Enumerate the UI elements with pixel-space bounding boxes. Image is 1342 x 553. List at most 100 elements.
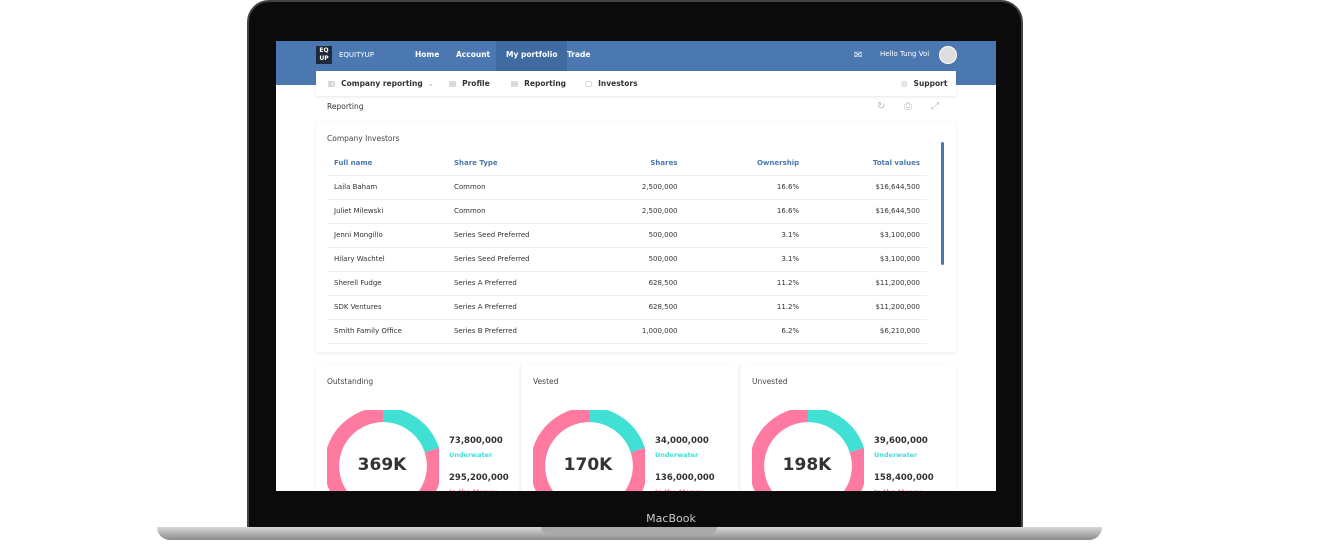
underwater-label: Underwater [655, 451, 699, 459]
logo[interactable]: EQ UP [316, 46, 332, 64]
col-shares[interactable]: Shares [590, 151, 685, 176]
brand-name: EQUITYUP [339, 51, 375, 59]
investors-table: Full name Share Type Shares Ownership To… [327, 151, 927, 344]
table-row[interactable]: Laila Baham Common 2,500,000 16.6% $16,644,5… [327, 175, 927, 200]
app-screen: EQ UP EQUITYUP Home Account My portfolio … [276, 41, 996, 491]
nav-trade[interactable]: Trade [567, 50, 591, 59]
wallet-icon: ▢ [585, 79, 593, 88]
cell-shares: 628,500 [590, 271, 685, 296]
expand-icon[interactable]: ⤢ [931, 101, 939, 112]
cell-ownership: 6.2% [684, 319, 807, 344]
donut-total: 369K [357, 455, 407, 475]
segment-in-the-money[interactable] [752, 410, 864, 491]
donut-title: Unvested [752, 377, 788, 386]
cell-total-value: $16,644,500 [806, 175, 927, 200]
user-greeting[interactable]: Hello Tung Voi [880, 50, 930, 58]
cell-ownership: 3.1% [684, 247, 807, 272]
support-link[interactable]: ◎ Support [901, 79, 948, 88]
segment-underwater[interactable] [382, 410, 439, 453]
cell-share-type: Series A Preferred [446, 295, 591, 320]
donut-card-outstanding: Outstanding 369K 73,800,000 Underwater 2… [316, 364, 519, 491]
table-row[interactable]: Smith Family Office Series B Preferred 1,0… [327, 319, 927, 344]
cell-ownership: 11.2% [684, 295, 807, 320]
underwater-label: Underwater [874, 451, 918, 459]
donut-chart [752, 410, 864, 491]
cell-ownership: 11.2% [684, 271, 807, 296]
cell-ownership: 16.6% [684, 199, 807, 224]
avatar[interactable] [939, 46, 957, 64]
company-investors-card: Company Investors Full name Share Type S… [316, 123, 956, 352]
donut-chart [327, 410, 439, 491]
cell-full-name: SDK Ventures [327, 295, 447, 320]
profile-icon: ▤ [449, 79, 457, 88]
col-ownership[interactable]: Ownership [684, 151, 807, 176]
cell-shares: 628,500 [590, 295, 685, 320]
scrollbar[interactable] [941, 142, 944, 265]
mail-icon[interactable]: ✉ [854, 50, 863, 61]
col-share-type[interactable]: Share Type [446, 151, 591, 176]
device-label: MacBook [646, 512, 696, 525]
cell-share-type: Series Seed Preferred [446, 223, 591, 248]
cell-full-name: Juliet Milewski [327, 199, 447, 224]
support-icon: ◎ [901, 79, 908, 88]
cell-shares: 2,500,000 [590, 175, 685, 200]
chevron-down-icon: ⌄ [427, 79, 435, 88]
building-icon: ▥ [328, 79, 336, 88]
in-the-money-label: In the Money [874, 488, 922, 491]
col-full-name[interactable]: Full name [327, 151, 447, 176]
segment-in-the-money[interactable] [533, 410, 645, 491]
cell-shares: 500,000 [590, 223, 685, 248]
segment-underwater[interactable] [588, 410, 645, 453]
cell-share-type: Common [446, 175, 591, 200]
table-row[interactable]: Sherell Fudge Series A Preferred 628,500 11… [327, 271, 927, 296]
donut-total: 198K [782, 455, 832, 475]
segment-underwater[interactable] [807, 410, 864, 453]
refresh-icon[interactable]: ↻ [877, 101, 886, 112]
cell-shares: 2,500,000 [590, 199, 685, 224]
in-the-money-value: 295,200,000 [449, 473, 509, 483]
table-row[interactable]: SDK Ventures Series A Preferred 628,500 11.… [327, 295, 927, 320]
cell-share-type: Series B Preferred [446, 319, 591, 344]
inner-ring [769, 427, 847, 491]
table-row[interactable]: Jenni Mongillo Series Seed Preferred 500,0… [327, 223, 927, 248]
card-title: Company Investors [327, 134, 400, 143]
download-icon[interactable]: ⎙ [904, 101, 912, 112]
subnav-profile[interactable]: ▤ Profile [449, 79, 490, 88]
donut-title: Vested [533, 377, 559, 386]
subnav-reporting[interactable]: ▤ Reporting [511, 79, 567, 88]
in-the-money-label: In the Money [655, 488, 703, 491]
table-row[interactable]: Juliet Milewski Common 2,500,000 16.6% $16,6… [327, 199, 927, 224]
nav-home[interactable]: Home [415, 50, 440, 59]
in-the-money-label: In the Money [449, 488, 497, 491]
inner-ring [550, 427, 628, 491]
cell-full-name: Laila Baham [327, 175, 447, 200]
donut-title: Outstanding [327, 377, 374, 386]
subnav-company-reporting[interactable]: ▥ Company reporting ⌄ [328, 79, 435, 88]
in-the-money-value: 136,000,000 [655, 473, 715, 483]
underwater-value: 73,800,000 [449, 436, 503, 446]
col-total-values[interactable]: Total values [806, 151, 927, 176]
cell-total-value: $11,200,000 [806, 271, 927, 296]
cell-full-name: Jenni Mongillo [327, 223, 447, 248]
underwater-value: 34,000,000 [655, 436, 709, 446]
donut-chart [533, 410, 645, 491]
segment-in-the-money[interactable] [327, 410, 439, 491]
cell-full-name: Hilary Wachtel [327, 247, 447, 272]
cell-full-name: Sherell Fudge [327, 271, 447, 296]
donut-card-unvested: Unvested 198K 39,600,000 Underwater 158,… [741, 364, 956, 491]
in-the-money-value: 158,400,000 [874, 473, 934, 483]
cell-shares: 500,000 [590, 247, 685, 272]
sub-nav: ▥ Company reporting ⌄ ▤ Profile ▤ Reporting … [316, 71, 956, 96]
table-row[interactable]: Hilary Wachtel Series Seed Preferred 500,0… [327, 247, 927, 272]
cell-total-value: $3,100,000 [806, 247, 927, 272]
cell-full-name: Smith Family Office [327, 319, 447, 344]
subnav-investors[interactable]: ▢ Investors [585, 79, 638, 88]
cell-shares: 1,000,000 [590, 319, 685, 344]
laptop-notch [541, 527, 717, 534]
cell-ownership: 16.6% [684, 175, 807, 200]
donut-card-vested: Vested 170K 34,000,000 Underwater 136,00… [522, 364, 738, 491]
nav-account[interactable]: Account [456, 50, 491, 59]
donut-total: 170K [563, 455, 613, 475]
nav-my-portfolio[interactable]: My portfolio [496, 41, 568, 71]
underwater-value: 39,600,000 [874, 436, 928, 446]
